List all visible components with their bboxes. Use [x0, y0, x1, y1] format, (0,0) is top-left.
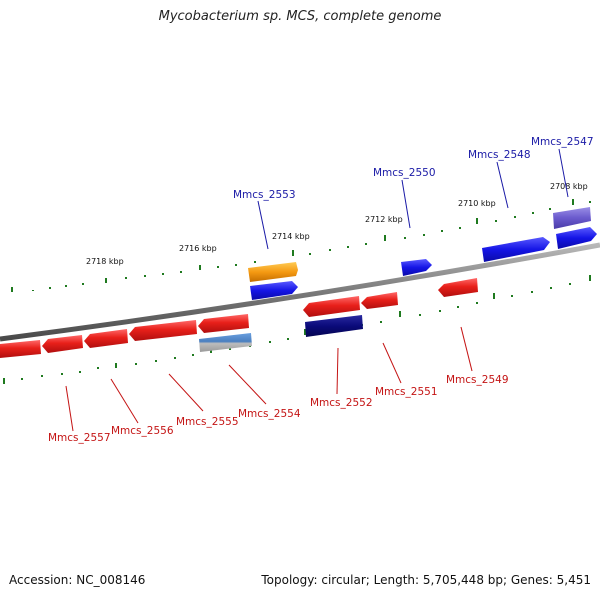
accession-text: Accession: NC_008146 — [9, 573, 146, 587]
gene-label[interactable]: Mmcs_2551 — [375, 386, 438, 398]
reverse-genes — [0, 278, 478, 358]
gene-label[interactable]: Mmcs_2547 — [531, 136, 594, 148]
gene-label[interactable]: Mmcs_2553 — [233, 189, 296, 201]
kbp-label: 2714 kbp — [272, 232, 310, 241]
gene-arrow-mmcs-2549[interactable] — [438, 278, 478, 297]
label-leaders-forward — [257, 148, 569, 250]
kbp-label: 2708 kbp — [550, 182, 588, 191]
gene-label[interactable]: Mmcs_2549 — [446, 374, 509, 386]
kbp-label: 2710 kbp — [458, 199, 496, 208]
gene-label[interactable]: Mmcs_2550 — [373, 167, 436, 179]
kbp-scale: 2718 kbp 2716 kbp 2714 kbp 2712 kbp 2710… — [86, 182, 588, 266]
label-leaders-reverse — [65, 326, 473, 432]
gene-arrow-mmcs-2556[interactable] — [42, 335, 83, 353]
kbp-label: 2712 kbp — [365, 215, 403, 224]
gene-arrow-mmcs-2553-orange[interactable] — [248, 262, 298, 282]
gene-label[interactable]: Mmcs_2548 — [468, 149, 531, 161]
gene-label[interactable]: Mmcs_2556 — [111, 425, 174, 437]
gene-arrow-mmcs-2554[interactable] — [129, 320, 197, 341]
gene-arrow-mmcs-2551[interactable] — [361, 292, 398, 309]
gene-labels-forward: Mmcs_2553 Mmcs_2550 Mmcs_2548 Mmcs_2547 — [233, 136, 594, 201]
forward-genes — [248, 207, 597, 300]
gene-arrow-mmcs-2552[interactable] — [303, 296, 360, 317]
gene-arrow-mmcs-2557[interactable] — [0, 340, 41, 358]
gene-arrow-mmcs-2555[interactable] — [84, 329, 128, 348]
gene-label[interactable]: Mmcs_2554 — [238, 408, 301, 420]
genome-backbone — [0, 242, 600, 342]
genome-stats-text: Topology: circular; Length: 5,705,448 bp… — [261, 573, 591, 587]
kbp-label: 2718 kbp — [86, 257, 124, 266]
inner-tick-track — [3, 275, 591, 384]
gene-arrow-mmcs-2548[interactable] — [482, 237, 550, 262]
gene-label[interactable]: Mmcs_2557 — [48, 432, 111, 444]
outer-tick-track — [11, 199, 591, 292]
gene-arrow-mmcs-2550[interactable] — [401, 259, 432, 276]
gene-labels-reverse: Mmcs_2557 Mmcs_2556 Mmcs_2555 Mmcs_2554 … — [48, 374, 509, 444]
gene-arrow-mmcs-2547-purple[interactable] — [553, 207, 591, 229]
gene-arrow-mmcs-2554-steel[interactable] — [199, 333, 252, 352]
map-title: Mycobacterium sp. MCS, complete genome — [158, 9, 442, 24]
gene-arrow-mmcs-2553-blue[interactable] — [250, 281, 298, 300]
kbp-label: 2716 kbp — [179, 244, 217, 253]
gene-arrow-mmcs-2552-navy[interactable] — [305, 315, 363, 337]
gene-arrow-mmcs-2554-red[interactable] — [198, 314, 249, 333]
gene-arrow-mmcs-2547-blue[interactable] — [556, 227, 597, 249]
gene-label[interactable]: Mmcs_2552 — [310, 397, 373, 409]
gene-label[interactable]: Mmcs_2555 — [176, 416, 239, 428]
